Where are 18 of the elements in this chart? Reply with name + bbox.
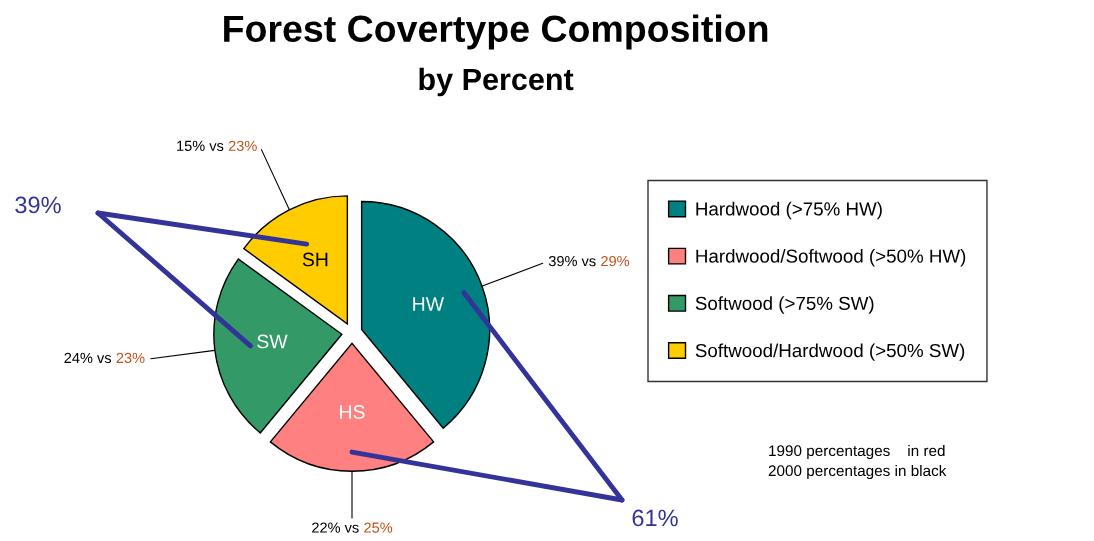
text: SH bbox=[302, 252, 328, 267]
data-label: 15% vs 23% bbox=[177, 140, 257, 152]
legend-label: Hardwood (>75% HW) bbox=[696, 201, 882, 220]
legend-label: Softwood/Hardwood (>50% SW) bbox=[695, 343, 965, 361]
chart-title: Forest Covertype Composition bbox=[224, 14, 768, 50]
data-label: 39% vs 29% bbox=[548, 255, 630, 267]
data-label: 24% vs 23% bbox=[64, 352, 145, 364]
data-label: 22% vs 25% bbox=[312, 522, 393, 533]
text: HW bbox=[413, 297, 444, 311]
chart-subtitle: by Percent bbox=[419, 67, 574, 97]
text: 1990 percentages in red bbox=[769, 444, 945, 460]
legend-label: Softwood (>75% SW) bbox=[695, 296, 874, 314]
legend-label: Hardwood/Softwood (>50% HW) bbox=[696, 248, 966, 267]
text: 2000 percentages in black bbox=[768, 464, 947, 480]
text: HS bbox=[340, 405, 365, 419]
text: SW bbox=[257, 334, 288, 349]
text: 39% bbox=[15, 196, 61, 214]
text: 61% bbox=[632, 509, 678, 527]
